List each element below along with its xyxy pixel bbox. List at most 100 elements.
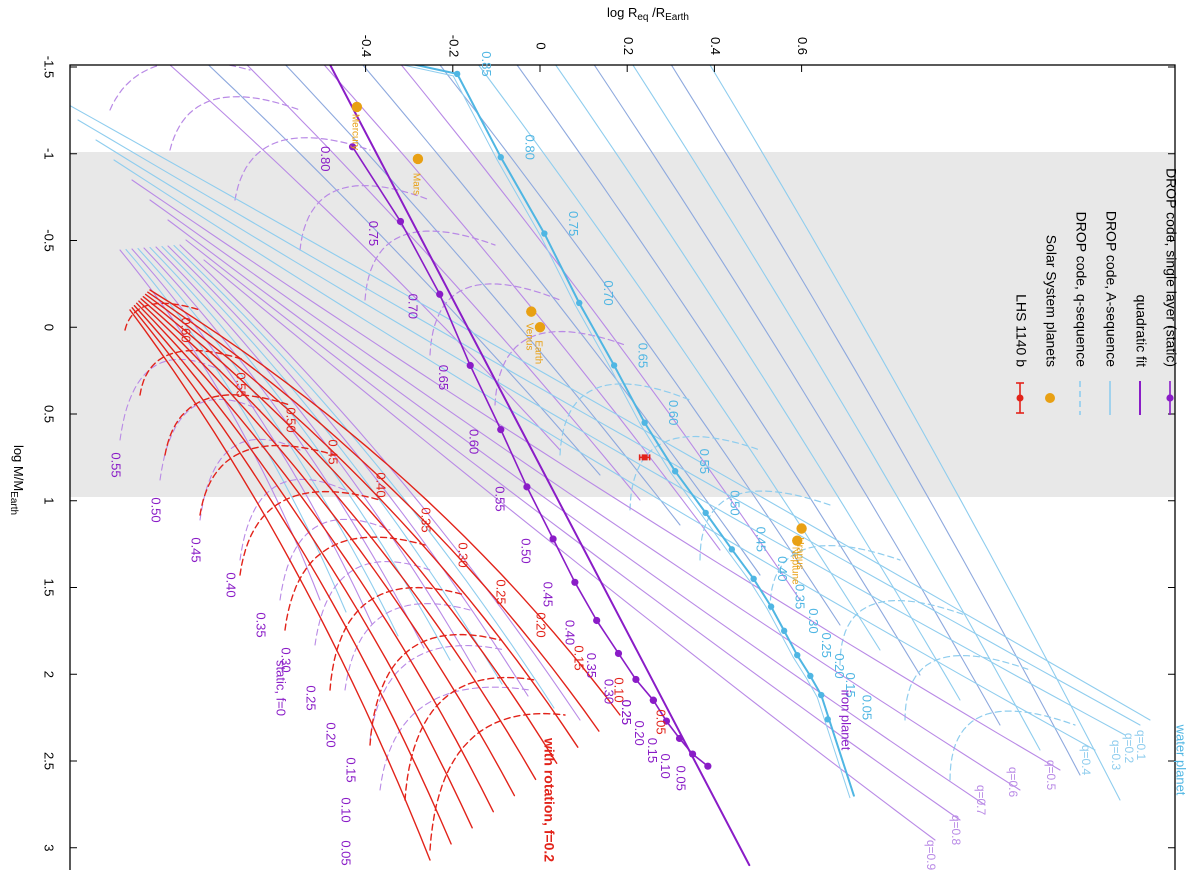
static-arc xyxy=(279,518,391,601)
x-tick-label: 0.5 xyxy=(42,405,57,423)
a-sequence-line xyxy=(169,65,561,451)
single-layer-point xyxy=(549,535,557,543)
a-sequence-line xyxy=(670,65,1081,776)
legend: DROP code, single layer (static) quadrati… xyxy=(1013,168,1179,415)
q-line xyxy=(77,119,1141,726)
solar-system-planet-label: Neptune xyxy=(790,547,801,585)
q-label: q=0.5 xyxy=(1044,760,1058,791)
a-sequence-line xyxy=(555,65,961,701)
static-label: 0.20 xyxy=(324,722,339,747)
solar-system-planet-point xyxy=(796,523,807,534)
water-planet-point xyxy=(610,362,618,369)
water-planet-label: 0.80 xyxy=(522,135,537,160)
water-planet-label: 0.30 xyxy=(806,608,821,633)
q-sequence-arc xyxy=(699,490,831,561)
x-tick-label: 0 xyxy=(42,324,57,331)
water-planet-point xyxy=(780,627,788,635)
q-label: q=0.8 xyxy=(949,815,963,846)
static-line xyxy=(161,245,503,685)
water-planet-point xyxy=(750,575,757,583)
rotation-line xyxy=(133,304,473,829)
static-label: 0.15 xyxy=(344,757,359,782)
single-layer-label: 0.55 xyxy=(492,486,507,511)
static-label: 0.50 xyxy=(149,497,164,522)
solar-system-planet-label: Earth xyxy=(532,340,543,364)
q-label: q=0.7 xyxy=(974,785,988,816)
q-sequence-arc xyxy=(949,710,1076,781)
q-sequence-arc xyxy=(769,544,901,611)
x-tick-label: 1.5 xyxy=(42,578,57,596)
water-planet-point xyxy=(453,70,461,78)
static-line xyxy=(167,245,529,697)
water-planet-label: 0.60 xyxy=(666,400,681,425)
rotation-arc xyxy=(199,444,336,516)
single-layer-point xyxy=(593,616,601,625)
q-sequence-arc xyxy=(169,96,301,151)
rotation-arc xyxy=(369,633,501,746)
a-sequence-line xyxy=(516,65,921,676)
rotation-line xyxy=(142,296,558,764)
q-label: q=0.1 xyxy=(1134,730,1148,761)
single-layer-label: 0.40 xyxy=(562,620,577,645)
rotation-arc xyxy=(124,302,201,331)
water-planet-label: 0.20 xyxy=(832,653,847,678)
static-label: 0.40 xyxy=(224,572,239,597)
q-label: q=0.9 xyxy=(924,840,938,870)
x-tick-label: 2 xyxy=(42,671,57,678)
water-planet-label: 0.25 xyxy=(819,633,834,658)
water-planet-point xyxy=(576,299,583,307)
single-layer-label: 0.05 xyxy=(673,766,688,791)
a-sequence-line xyxy=(593,65,1001,726)
rotation-label: 0.10 xyxy=(612,677,627,702)
static-arc xyxy=(314,561,431,646)
water-planet-line xyxy=(400,65,851,799)
single-layer-label: 0.75 xyxy=(366,221,381,246)
water-planet-point xyxy=(671,468,679,475)
x-tick-label: -1 xyxy=(42,148,57,160)
single-layer-label: 0.25 xyxy=(619,700,634,725)
quadratic-fit-line xyxy=(329,65,751,867)
q-sequence-arc xyxy=(904,654,1031,721)
a-sequence-line xyxy=(323,65,721,551)
single-layer-label: 0.70 xyxy=(405,294,420,319)
rotation-label: 0.20 xyxy=(534,612,549,637)
static-arc xyxy=(344,603,471,691)
static-arc xyxy=(159,398,261,481)
water-planet-label: 0.05 xyxy=(859,695,874,720)
a-sequence-line xyxy=(439,65,841,626)
single-layer-label: 0.45 xyxy=(540,582,555,607)
legend-entry-label: DROP code, A-sequence xyxy=(1103,211,1119,367)
static-line xyxy=(173,244,555,709)
single-layer-label: 0.10 xyxy=(658,753,673,778)
q-line xyxy=(167,219,986,806)
static-label: 0.35 xyxy=(254,612,269,637)
q-line xyxy=(149,199,1021,791)
rotation-arc xyxy=(329,586,466,691)
water-planet-label: 0.70 xyxy=(601,280,616,305)
water-planet-point xyxy=(702,509,709,517)
iron-planet-annotation: iron planet xyxy=(839,690,854,751)
rotation-arc xyxy=(164,394,291,456)
legend-entry-label: DROP code, q-sequence xyxy=(1073,212,1089,368)
legend-entry-label: DROP code, single layer (static) xyxy=(1163,168,1179,367)
solar-system-planet-point xyxy=(526,306,537,317)
single-layer-point xyxy=(571,578,579,586)
legend-entry-marker xyxy=(1016,394,1024,402)
single-layer-point xyxy=(497,426,505,434)
water-planet-point xyxy=(541,230,548,237)
single-layer-label: 0.50 xyxy=(519,538,534,563)
x-axis-title: log M/MEarth xyxy=(8,445,26,515)
rotation-line xyxy=(135,302,494,813)
solar-system-planet-label: Uranus xyxy=(794,537,805,569)
q-line xyxy=(70,104,1151,721)
q-line xyxy=(131,179,1061,771)
a-sequence-line xyxy=(246,65,641,501)
q-sequence-arc xyxy=(299,185,431,251)
solar-system-planet-point xyxy=(412,153,424,165)
rotation-label: 0.60 xyxy=(179,317,194,342)
y-tick-label: 0.6 xyxy=(795,37,810,55)
rotation-line xyxy=(147,291,600,732)
a-sequence-line xyxy=(285,65,681,526)
rotation-label: 0.05 xyxy=(654,709,669,734)
y-axis-title: log Req /REarth xyxy=(607,5,689,23)
